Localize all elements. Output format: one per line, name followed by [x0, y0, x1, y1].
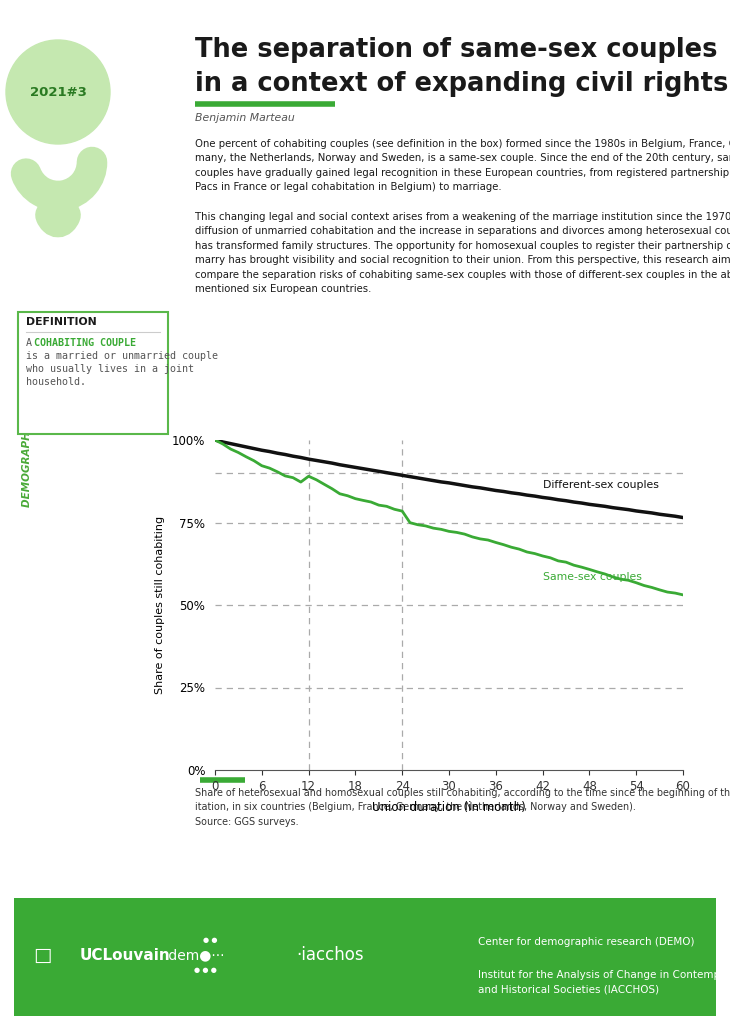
Text: □: □	[33, 945, 51, 965]
Circle shape	[6, 40, 110, 144]
Text: Center for demographic research (DEMO): Center for demographic research (DEMO)	[478, 937, 694, 947]
FancyBboxPatch shape	[14, 898, 716, 1015]
Text: UCLouvain: UCLouvain	[80, 947, 171, 963]
FancyBboxPatch shape	[18, 312, 168, 434]
Text: household.: household.	[26, 377, 86, 387]
Text: COHABITING COUPLE: COHABITING COUPLE	[34, 338, 136, 348]
Text: Same-sex couples: Same-sex couples	[542, 572, 642, 582]
Text: Share of heterosexual and homosexual couples still cohabiting, according to the : Share of heterosexual and homosexual cou…	[195, 788, 730, 827]
X-axis label: Union duration (in month): Union duration (in month)	[372, 801, 526, 814]
Text: One percent of cohabiting couples (see definition in the box) formed since the 1: One percent of cohabiting couples (see d…	[195, 139, 730, 192]
Text: Institut for the Analysis of Change in Contemporary
and Historical Societies (IA: Institut for the Analysis of Change in C…	[478, 970, 730, 994]
Text: 2021#3: 2021#3	[29, 86, 86, 98]
Y-axis label: Share of couples still cohabiting: Share of couples still cohabiting	[155, 516, 165, 695]
Text: A: A	[26, 338, 38, 348]
Text: This changing legal and social context arises from a weakening of the marriage i: This changing legal and social context a…	[195, 212, 730, 294]
Text: ● ●: ● ●	[203, 937, 218, 943]
Text: Different-sex couples: Different-sex couples	[542, 480, 658, 490]
Text: The separation of same-sex couples: The separation of same-sex couples	[195, 37, 718, 63]
Text: ·dem●···: ·dem●···	[165, 948, 226, 962]
Text: ● ● ●: ● ● ●	[193, 967, 216, 973]
Text: is a married or unmarried couple: is a married or unmarried couple	[26, 351, 218, 361]
Text: Benjamin Marteau: Benjamin Marteau	[195, 112, 295, 123]
Text: who usually lives in a joint: who usually lives in a joint	[26, 364, 194, 374]
Text: DEMOGRAPHY IN QUESTIONS: DEMOGRAPHY IN QUESTIONS	[22, 336, 32, 508]
Circle shape	[49, 215, 67, 233]
Text: DEFINITION: DEFINITION	[26, 317, 97, 327]
Text: ·iacchos: ·iacchos	[296, 946, 364, 964]
Text: in a context of expanding civil rights: in a context of expanding civil rights	[195, 71, 729, 97]
